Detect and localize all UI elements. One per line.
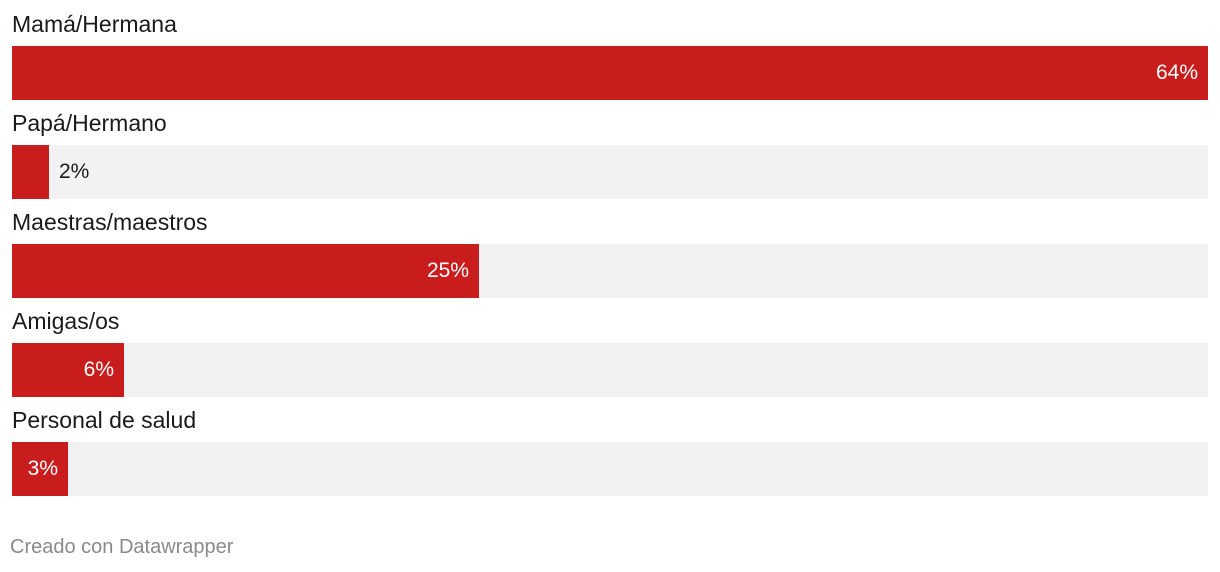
category-label: Amigas/os	[12, 308, 120, 334]
category-label: Personal de salud	[12, 407, 197, 433]
bar-row: Amigas/os 6%	[12, 297, 1208, 397]
bar-row: Personal de salud 3%	[12, 396, 1208, 496]
bar-row: Mamá/Hermana 64%	[12, 0, 1208, 100]
category-label: Mamá/Hermana	[12, 11, 177, 37]
bar	[12, 244, 479, 298]
bar-track: 2%	[12, 145, 1208, 199]
bar-track: 3%	[12, 442, 1208, 496]
bar-track: 64%	[12, 46, 1208, 100]
bar	[12, 46, 1208, 100]
bar	[12, 145, 49, 199]
bar-chart: Mamá/Hermana 64% Papá/Hermano 2% Maestras/ma…	[12, 0, 1208, 500]
bar	[12, 343, 124, 397]
bar	[12, 442, 68, 496]
value-label: 64%	[1155, 61, 1198, 84]
value-label: 2%	[59, 160, 90, 183]
category-label: Papá/Hermano	[12, 110, 167, 136]
chart-credit[interactable]: Creado con Datawrapper	[10, 536, 234, 558]
bar-row: Papá/Hermano 2%	[12, 99, 1208, 199]
category-label: Maestras/maestros	[12, 209, 208, 235]
bar-row: Maestras/maestros 25%	[12, 198, 1208, 298]
value-label: 6%	[83, 358, 114, 381]
value-label: 25%	[426, 259, 469, 282]
bar-track: 25%	[12, 244, 1208, 298]
value-label: 3%	[27, 457, 58, 480]
bar-track: 6%	[12, 343, 1208, 397]
